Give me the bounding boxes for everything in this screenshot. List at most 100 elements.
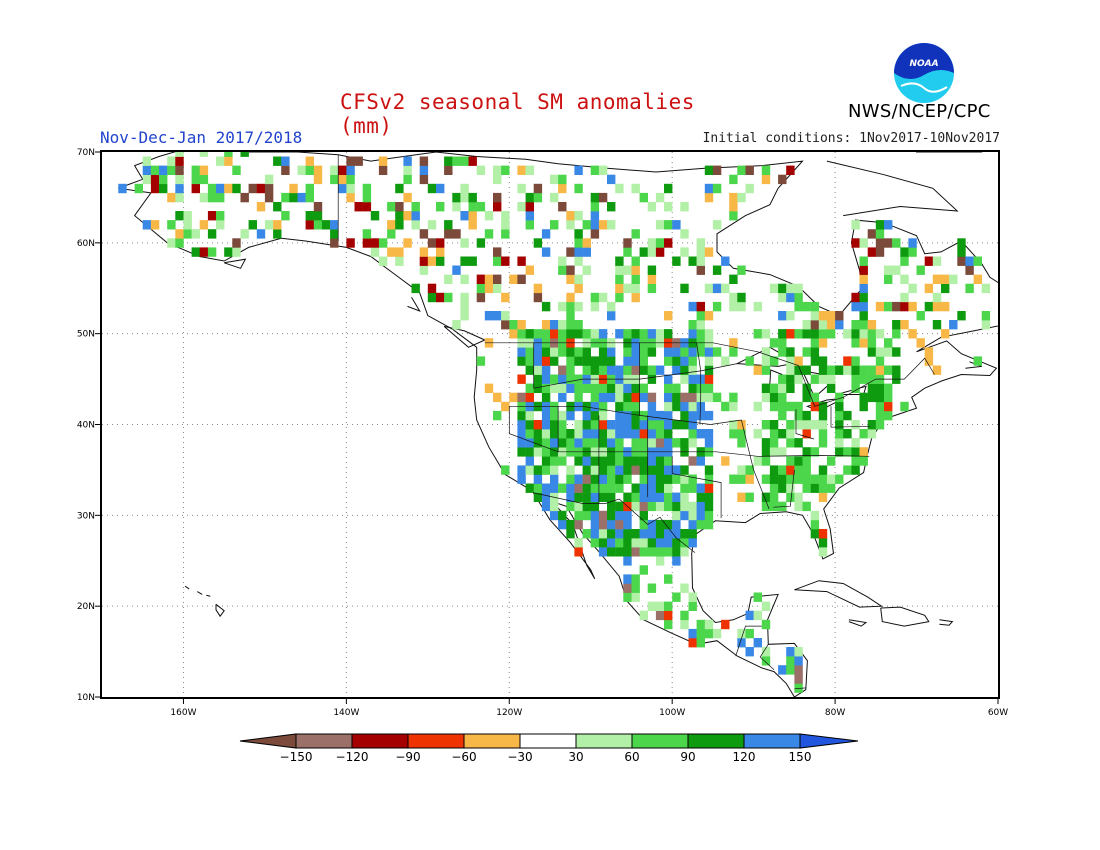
anomaly-cell (582, 420, 591, 430)
anomaly-cell (704, 347, 714, 357)
anomaly-cell (574, 356, 583, 366)
anomaly-cell (623, 420, 632, 430)
anomaly-cell (615, 465, 624, 475)
anomaly-cell (378, 238, 388, 248)
anomaly-cell (688, 638, 697, 648)
anomaly-cell (623, 429, 632, 439)
anomaly-cell (859, 283, 868, 294)
anomaly-cell (810, 338, 820, 348)
anomaly-cell (582, 356, 591, 366)
anomaly-cell (737, 465, 746, 475)
anomaly-cell (598, 420, 608, 430)
anomaly-cell (761, 474, 771, 484)
anomaly-cell (769, 483, 779, 493)
anomaly-cell (199, 220, 209, 230)
anomaly-cell (802, 347, 811, 357)
anomaly-cell (525, 456, 534, 466)
anomaly-cell (957, 256, 966, 266)
anomaly-cell (550, 356, 559, 366)
anomaly-cell (427, 256, 437, 266)
anomaly-cell (818, 329, 828, 339)
anomaly-cell (867, 347, 877, 357)
anomaly-cell (330, 174, 339, 185)
anomaly-cell (517, 447, 526, 457)
legend-label: 150 (789, 750, 812, 764)
lon-tick-label: 140W (333, 708, 359, 718)
anomaly-cell (558, 256, 567, 266)
anomaly-cell (696, 247, 705, 257)
anomaly-cell (590, 292, 600, 303)
anomaly-cell (786, 429, 795, 439)
anomaly-cell (753, 301, 762, 312)
anomaly-cell (631, 256, 640, 266)
anomaly-cell (802, 329, 811, 339)
anomaly-cell (346, 156, 355, 166)
anomaly-cell (256, 229, 266, 239)
anomaly-cell (273, 220, 282, 230)
anomaly-cell (688, 519, 697, 530)
anomaly-cell (517, 165, 526, 175)
anomaly-cell (370, 238, 380, 248)
legend-label: 30 (568, 750, 583, 764)
anomaly-cell (460, 292, 469, 303)
anomaly-cell (533, 383, 543, 393)
anomaly-cell (712, 165, 722, 175)
anomaly-cell (541, 356, 551, 366)
anomaly-cell (444, 274, 453, 284)
anomaly-cell (378, 156, 388, 166)
anomaly-cell (468, 156, 477, 166)
anomaly-cell (460, 311, 469, 321)
anomaly-cell (476, 202, 486, 212)
anomaly-cell (672, 420, 681, 430)
anomaly-cell (631, 356, 640, 366)
anomaly-cell (647, 529, 657, 539)
anomaly-cell (932, 274, 942, 284)
anomaly-cell (175, 156, 184, 166)
anomaly-cell (468, 192, 477, 203)
anomaly-cell (639, 510, 648, 521)
anomaly-cell (672, 592, 681, 602)
anomaly-cell (305, 156, 314, 166)
anomaly-cell (941, 274, 950, 284)
anomaly-cell (216, 211, 225, 221)
anomaly-cell (712, 265, 722, 275)
anomaly-cell (558, 410, 567, 421)
legend-label: −60 (451, 750, 476, 764)
anomaly-cell (729, 347, 738, 357)
anomaly-cell (297, 192, 306, 203)
anomaly-cell (615, 383, 624, 393)
anomaly-cell (224, 156, 233, 166)
anomaly-cells (118, 147, 991, 693)
anomaly-cell (639, 392, 648, 403)
anomaly-cell (737, 492, 746, 502)
anomaly-cell (721, 356, 730, 366)
anomaly-cell (395, 247, 404, 257)
anomaly-cell (932, 301, 942, 312)
anomaly-cell (664, 429, 673, 439)
map-title: CFSv2 seasonal SM anomalies (mm) (340, 90, 695, 138)
anomaly-cell (590, 301, 600, 312)
anomaly-cell (924, 283, 934, 294)
anomaly-cell (533, 374, 543, 384)
anomaly-cell (786, 311, 795, 321)
anomaly-cell (802, 483, 811, 493)
anomaly-cell (541, 410, 551, 421)
anomaly-cell (639, 420, 648, 430)
anomaly-cell (631, 229, 640, 239)
anomaly-cell (818, 474, 828, 484)
anomaly-cell (574, 274, 583, 284)
anomaly-cell (835, 392, 844, 403)
anomaly-cell (778, 465, 787, 475)
anomaly-cell (607, 392, 616, 403)
anomaly-cell (533, 438, 543, 448)
anomaly-cell (411, 202, 420, 212)
anomaly-cell (598, 392, 608, 403)
anomaly-cell (501, 320, 510, 330)
anomaly-cell (525, 347, 534, 357)
anomaly-cell (598, 438, 608, 448)
anomaly-cell (590, 220, 600, 230)
anomaly-cell (403, 238, 412, 248)
anomaly-cell (647, 420, 657, 430)
anomaly-cell (582, 265, 591, 275)
anomaly-cell (875, 220, 885, 230)
